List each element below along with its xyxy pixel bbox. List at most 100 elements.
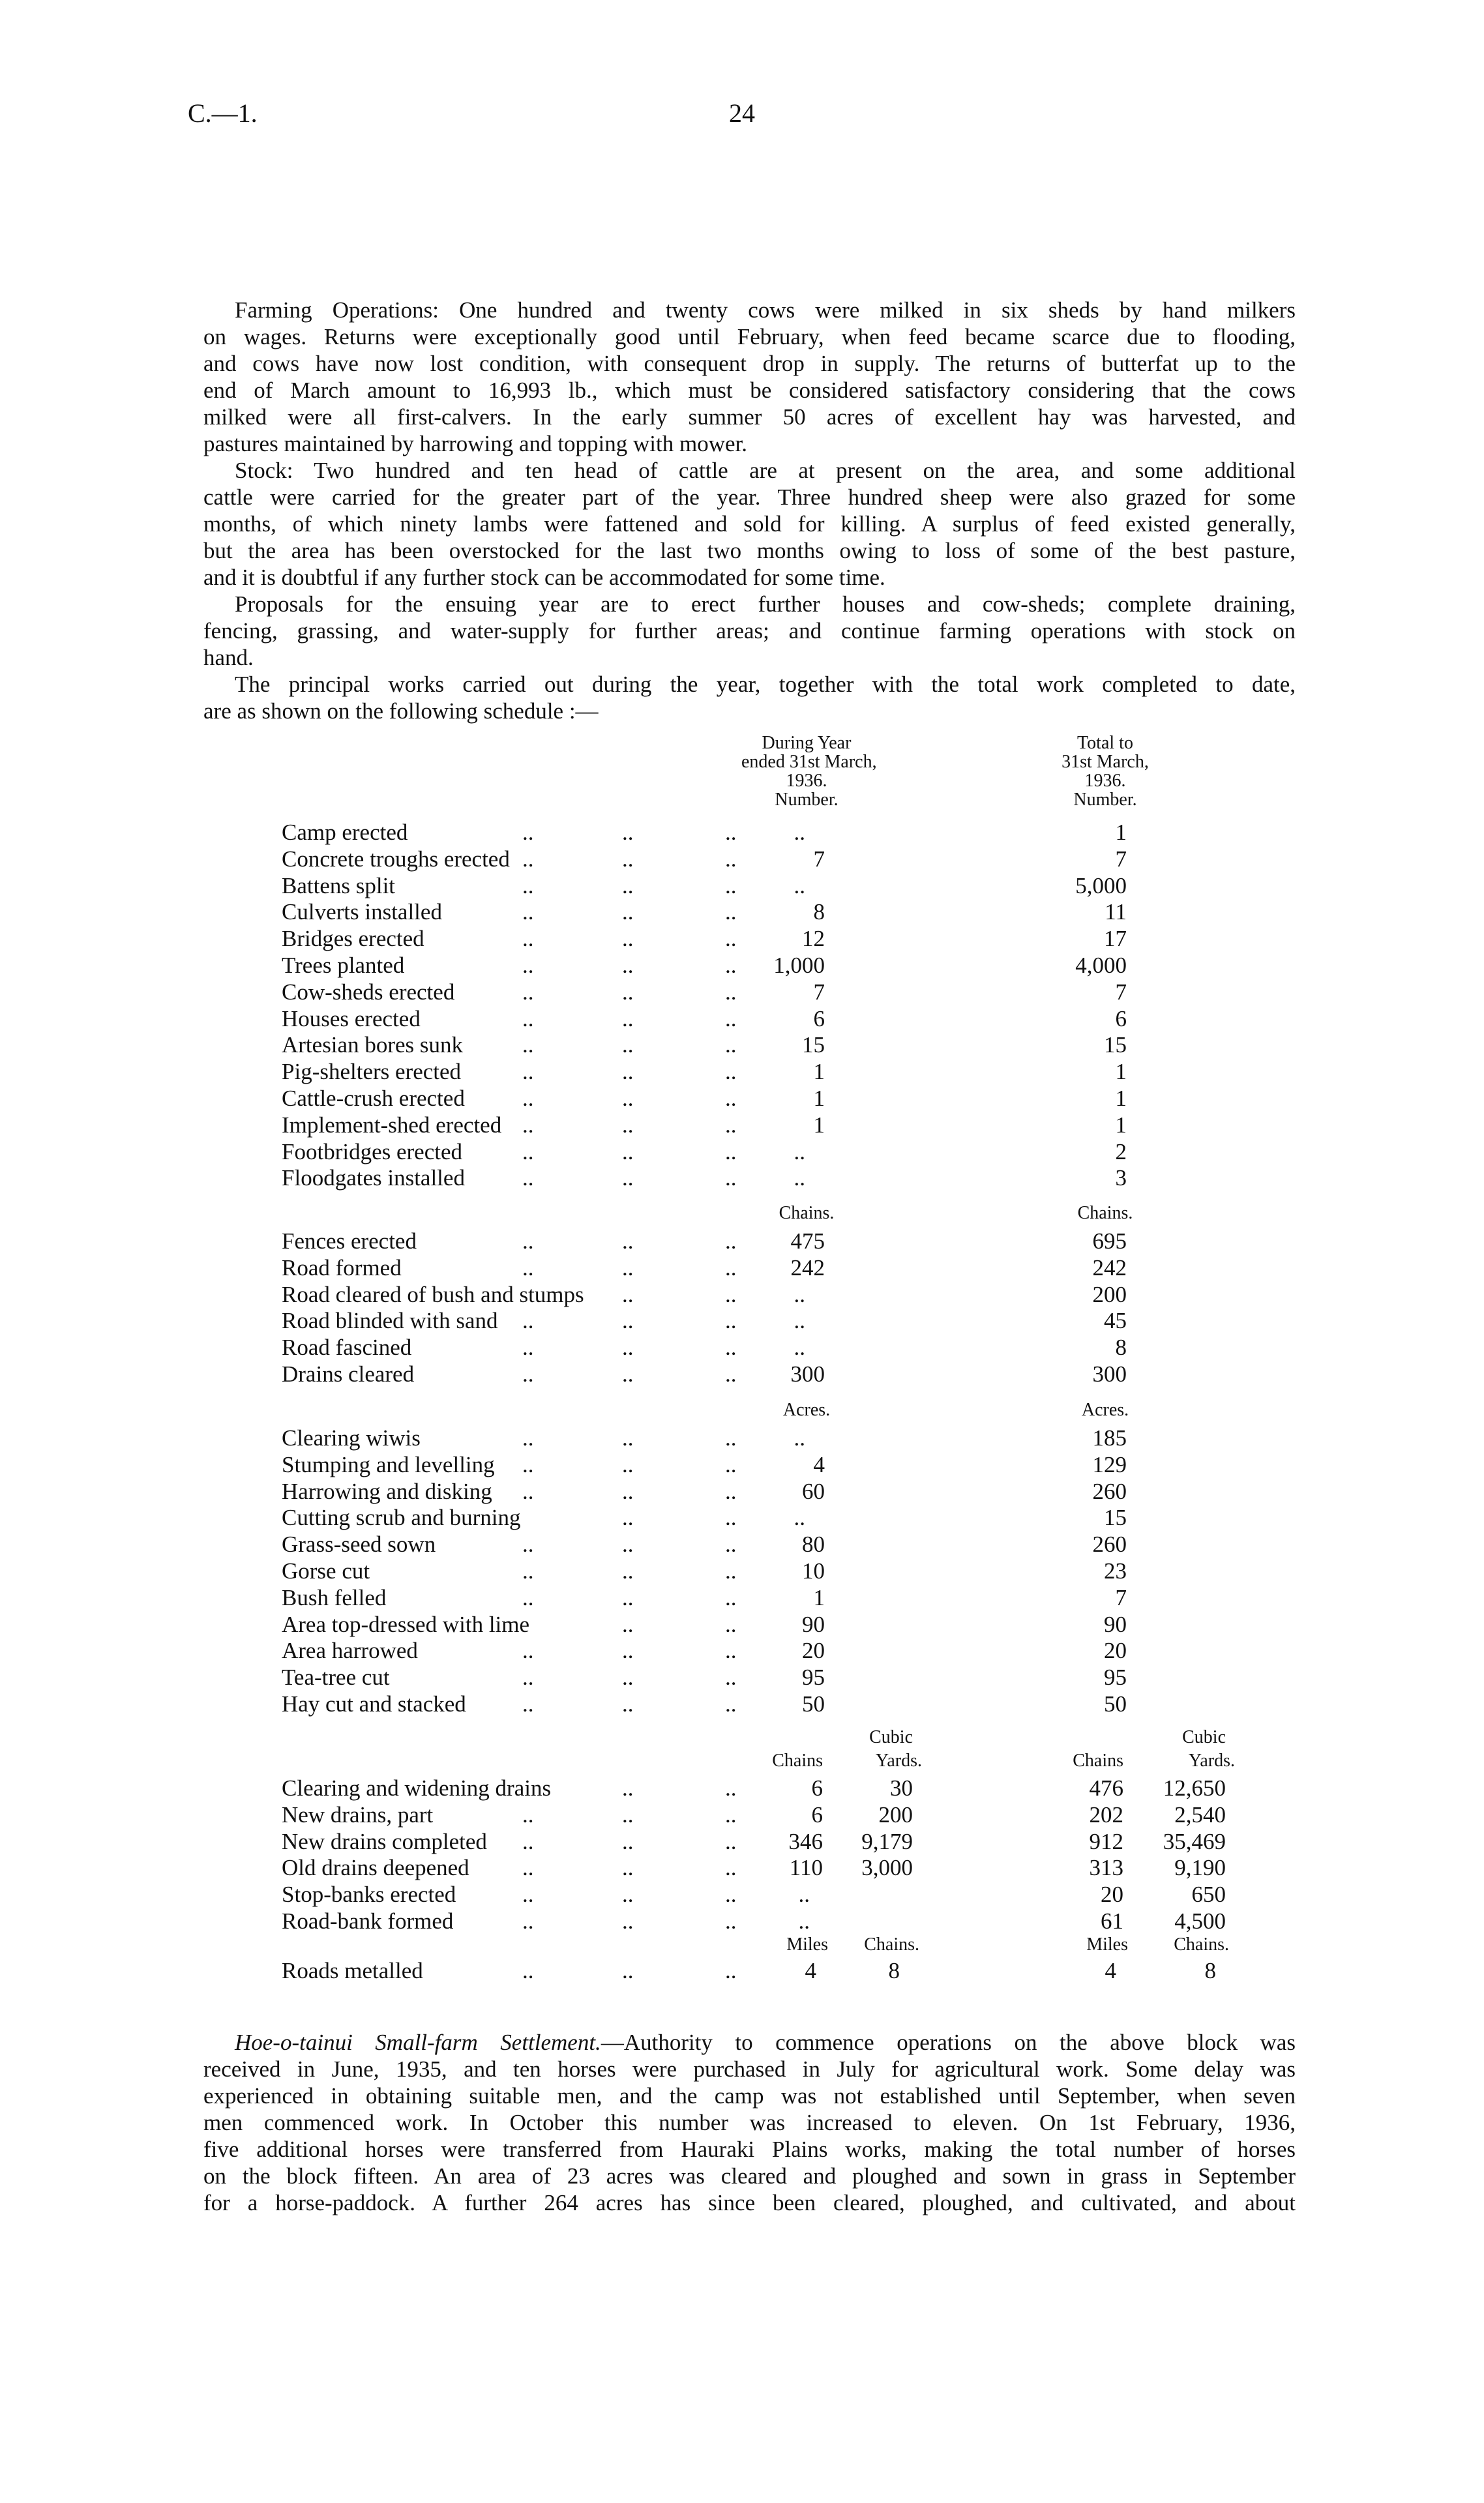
total-value: 1 [1115,820,1127,845]
leader-dots: .. [725,1558,737,1584]
unit-label: Cubic [869,1727,913,1747]
total-chains-value: 912 [1089,1828,1124,1854]
table-row: Artesian bores sunk...... 15 15 [0,1031,1484,1058]
unit-label: Miles [786,1934,828,1955]
total-cubic-yards-value: 650 [1191,1882,1226,1908]
leader-dots: .. [522,1558,534,1584]
total-value: 15 [1104,1032,1127,1058]
row-label: Hay cut and stacked [282,1691,466,1717]
leader-dots: .. [725,1112,737,1138]
text-line: are as shown on the following schedule :… [203,698,599,724]
total-cubic-yards-value: 2,540 [1174,1801,1226,1828]
page-number: 24 [729,98,755,128]
total-cubic-yards-value: 35,469 [1163,1828,1226,1854]
row-label: Concrete troughs erected [282,846,510,872]
leader-dots: .. [725,1665,737,1691]
row-label: Road blinded with sand [282,1308,498,1334]
leader-dots: .. [622,1254,634,1281]
leader-dots: .. [522,1228,534,1254]
leader-dots: .. [622,1775,634,1801]
closing-paragraph: Hoe-o-tainui Small-farm Settlement.—Auth… [203,2029,1296,2216]
during-year-value: .. [794,1308,806,1334]
leader-dots: .. [725,979,737,1005]
during-year-value: 12 [802,926,825,952]
unit-label: Chains. [864,1934,919,1955]
table-row: Roads metalled...... 4 8 4 8 [0,1957,1484,1984]
table-row: Drains cleared...... 300 300 [0,1361,1484,1387]
text-line: Proposals for the ensuing year are to er… [235,591,1296,617]
row-label: Roads metalled [282,1958,423,1983]
leader-dots: .. [725,1855,737,1881]
leader-dots: .. [622,1451,634,1477]
table-row: Battens split........ 5,000 [0,872,1484,899]
text-line: on wages. Returns were exceptionally goo… [203,324,1296,349]
total-cubic-yards-value: 9,190 [1174,1855,1226,1881]
table-row: Grass-seed sown...... 80 260 [0,1531,1484,1558]
leader-dots: .. [522,1032,534,1058]
leader-dots: .. [622,953,634,978]
table-row: Culverts installed...... 8 11 [0,898,1484,925]
leader-dots: .. [725,1451,737,1477]
during-cubic-yards-value: 9,179 [861,1828,913,1854]
row-label: Artesian bores sunk [282,1032,464,1058]
leader-dots: .. [622,1584,634,1610]
during-year-value: 80 [802,1532,825,1558]
unit-label: Miles [1086,1934,1128,1955]
row-label: Road-bank formed [282,1908,454,1934]
leader-dots: .. [522,1665,534,1691]
during-year-value: 242 [790,1254,825,1281]
text-line: milked were all first-calvers. In the ea… [203,404,1296,430]
total-cubic-yards-value: 12,650 [1163,1775,1226,1801]
during-chains-value: .. [798,1908,810,1934]
row-label: Implement-shed erected [282,1112,502,1138]
leader-dots: .. [522,1165,534,1191]
leader-dots: .. [622,1801,634,1828]
table-row: Hay cut and stacked...... 50 50 [0,1691,1484,1717]
leader-dots: .. [725,1138,737,1164]
table-row: Pig-shelters erected...... 1 1 [0,1058,1484,1085]
during-chains-value: 6 [811,1775,824,1801]
row-label: Bush felled [282,1584,387,1610]
table-row: Road formed...... 242 242 [0,1254,1484,1281]
total-value: 1 [1115,1112,1127,1138]
text-line: pastures maintained by harrowing and top… [203,431,748,456]
row-label: Trees planted [282,953,405,978]
unit-label: Chains. [1174,1934,1229,1955]
leader-dots: .. [522,1584,534,1610]
total-value: 185 [1092,1425,1127,1451]
during-year-value: 95 [802,1665,825,1691]
text-line: and it is doubtful if any further stock … [203,565,885,590]
text-line: end of March amount to 16,993 lb., which… [203,378,1296,403]
during-year-value: 1,000 [773,953,825,978]
total-miles-value: 4 [1105,1958,1117,1983]
during-year-value: 15 [802,1032,825,1058]
leader-dots: .. [622,1425,634,1451]
text-line: experienced in obtaining suitable men, a… [203,2083,1296,2109]
row-label: Harrowing and disking [282,1478,492,1504]
leader-dots: .. [725,1882,737,1908]
during-year-value: 1 [813,1112,825,1138]
unit-label: Chains. [779,1203,835,1223]
table-row: Road blinded with sand........ 45 [0,1307,1484,1334]
row-label: Stop-banks erected [282,1882,456,1908]
row-label: New drains, part [282,1801,434,1828]
total-value: 8 [1115,1335,1127,1361]
table-row: Trees planted...... 1,000 4,000 [0,952,1484,979]
leader-dots: .. [622,1828,634,1854]
leader-dots: .. [622,1281,634,1307]
unit-label: Number. [775,790,838,810]
table-row: Fences erected...... 475 695 [0,1228,1484,1254]
paragraph: Proposals for the ensuing year are to er… [203,591,1296,671]
text-line: fencing, grassing, and water-supply for … [203,618,1296,644]
during-chains-value: 346 [788,1828,824,1854]
leader-dots: .. [725,872,737,898]
during-cubic-yards-value: 200 [878,1801,913,1828]
leader-dots: .. [522,979,534,1005]
during-miles-value: 4 [805,1958,817,1983]
total-value: 50 [1104,1691,1127,1717]
total-value: 6 [1115,1005,1127,1031]
during-chains-value: 110 [789,1855,823,1881]
leader-dots: .. [522,1335,534,1361]
during-year-value: 6 [813,1005,825,1031]
leader-dots: .. [622,1165,634,1191]
